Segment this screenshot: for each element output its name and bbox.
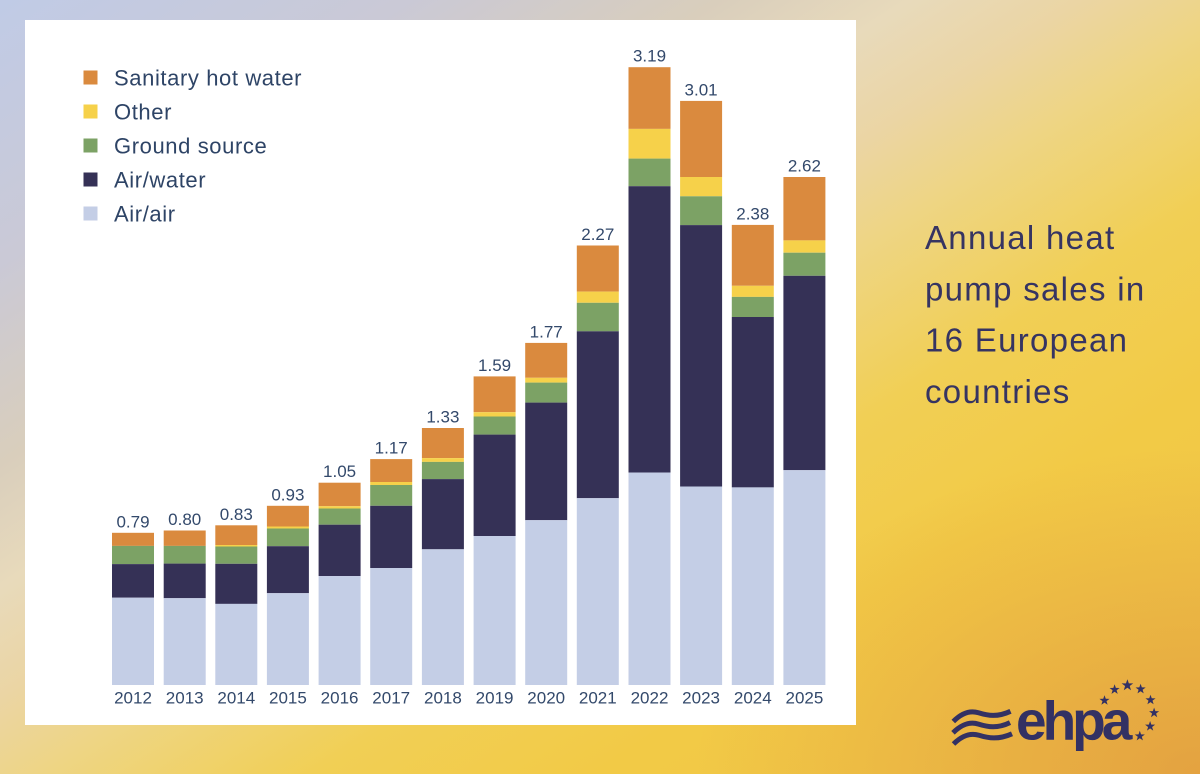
svg-text:2023: 2023 bbox=[682, 689, 720, 708]
svg-text:0.83: 0.83 bbox=[220, 505, 253, 524]
svg-text:1.33: 1.33 bbox=[426, 408, 459, 427]
svg-text:countries: countries bbox=[925, 373, 1071, 410]
svg-text:Air/air: Air/air bbox=[114, 202, 176, 227]
svg-text:Ground source: Ground source bbox=[114, 134, 267, 159]
svg-text:Air/water: Air/water bbox=[114, 168, 206, 193]
svg-text:2.27: 2.27 bbox=[581, 225, 614, 244]
svg-text:1.77: 1.77 bbox=[530, 322, 563, 341]
svg-text:2.62: 2.62 bbox=[788, 157, 821, 176]
svg-text:2.38: 2.38 bbox=[736, 204, 769, 223]
svg-text:0.80: 0.80 bbox=[168, 510, 201, 529]
svg-text:2021: 2021 bbox=[579, 689, 617, 708]
svg-text:2022: 2022 bbox=[631, 689, 669, 708]
svg-text:16 European: 16 European bbox=[925, 322, 1128, 359]
svg-text:2014: 2014 bbox=[217, 689, 255, 708]
svg-text:2015: 2015 bbox=[269, 689, 307, 708]
svg-text:1.05: 1.05 bbox=[323, 462, 356, 481]
svg-text:2013: 2013 bbox=[166, 689, 204, 708]
svg-text:2017: 2017 bbox=[372, 689, 410, 708]
svg-text:1.17: 1.17 bbox=[375, 439, 408, 458]
svg-text:3.01: 3.01 bbox=[685, 80, 718, 99]
svg-text:Sanitary hot water: Sanitary hot water bbox=[114, 66, 302, 91]
svg-text:Other: Other bbox=[114, 100, 172, 125]
svg-text:3.19: 3.19 bbox=[633, 47, 666, 66]
svg-text:2020: 2020 bbox=[527, 689, 565, 708]
svg-text:2024: 2024 bbox=[734, 689, 772, 708]
svg-text:1.59: 1.59 bbox=[478, 356, 511, 375]
svg-text:Annual heat: Annual heat bbox=[925, 219, 1115, 256]
svg-text:2018: 2018 bbox=[424, 689, 462, 708]
svg-text:2025: 2025 bbox=[785, 689, 823, 708]
svg-text:2019: 2019 bbox=[476, 689, 514, 708]
svg-text:0.93: 0.93 bbox=[271, 485, 304, 504]
svg-text:ehpa: ehpa bbox=[1016, 690, 1133, 752]
svg-text:2012: 2012 bbox=[114, 689, 152, 708]
svg-text:2016: 2016 bbox=[321, 689, 359, 708]
svg-text:0.79: 0.79 bbox=[116, 512, 149, 531]
svg-text:pump sales in: pump sales in bbox=[925, 270, 1146, 307]
